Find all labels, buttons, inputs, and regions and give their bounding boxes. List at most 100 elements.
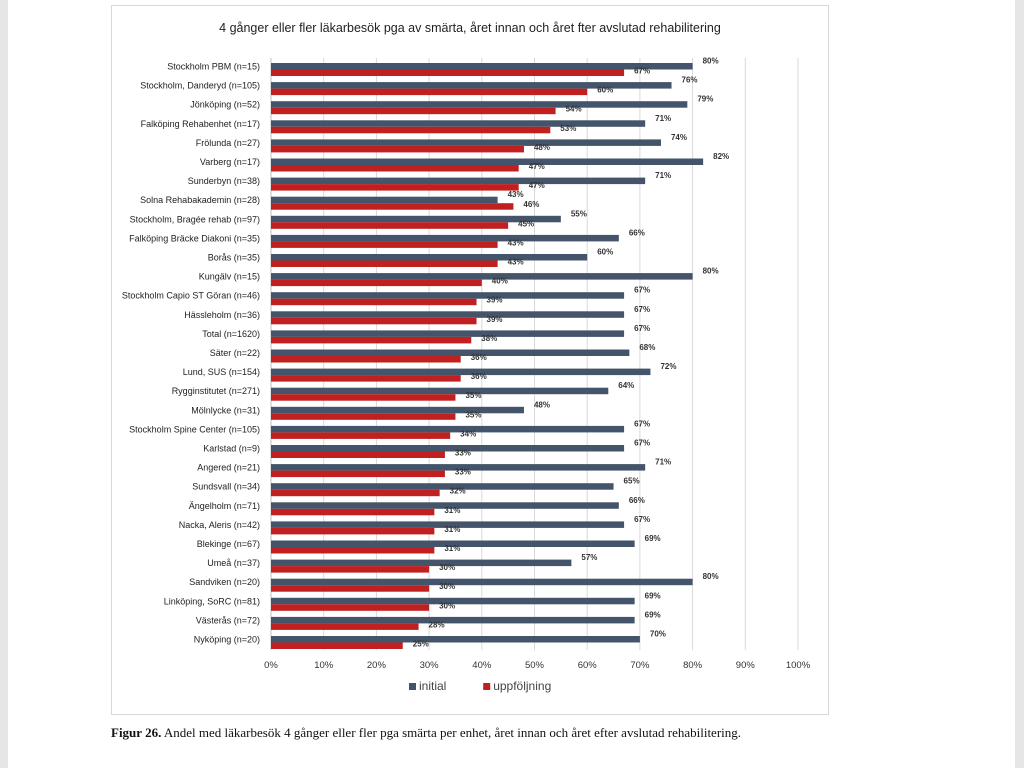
category-label: Linköping, SoRC (n=81) — [164, 596, 260, 606]
bar-uppföljning — [271, 145, 524, 153]
chart-title: 4 gånger eller fler läkarbesök pga av sm… — [219, 21, 721, 35]
data-label: 80% — [703, 267, 719, 276]
bar-uppföljning — [271, 394, 456, 401]
category-label: Varberg (n=17) — [200, 157, 260, 167]
bar-uppföljning — [271, 126, 551, 134]
bar-uppföljning — [271, 107, 556, 115]
data-label: 45% — [518, 219, 534, 228]
data-label: 60% — [597, 248, 613, 257]
data-label: 80% — [703, 57, 719, 66]
data-label: 35% — [465, 391, 481, 400]
bar-uppföljning — [271, 69, 625, 76]
data-label: 54% — [566, 105, 582, 114]
chart-frame: 4 gånger eller fler läkarbesök pga av sm… — [111, 5, 829, 715]
data-label: 31% — [444, 544, 460, 553]
category-label: Sandviken (n=20) — [189, 577, 260, 587]
bar-initial — [271, 616, 635, 624]
data-label: 38% — [481, 334, 497, 343]
bar-uppföljning — [271, 241, 498, 248]
bar-initial — [271, 483, 614, 490]
category-label: Angered (n=21) — [197, 463, 260, 473]
category-label: Ängelholm (n=71) — [189, 501, 260, 511]
category-label: Falköping Rehabenhet (n=17) — [141, 119, 260, 129]
bar-uppföljning — [271, 489, 440, 497]
data-label: 47% — [529, 162, 545, 171]
category-label: Hässleholm (n=36) — [184, 310, 260, 320]
bar-initial — [271, 101, 688, 108]
x-tick-label: 90% — [736, 660, 756, 671]
category-label: Stockholm, Bragée rehab (n=97) — [130, 214, 260, 224]
bar-initial — [271, 273, 693, 280]
data-label: 30% — [439, 582, 455, 591]
data-label: 71% — [655, 171, 671, 180]
data-label: 36% — [471, 372, 487, 381]
caption-label: Figur 26. — [111, 725, 162, 740]
data-label: 76% — [682, 76, 698, 85]
data-label: 65% — [624, 477, 640, 486]
bar-uppföljning — [271, 642, 403, 649]
bar-initial — [271, 158, 704, 165]
data-label: 67% — [634, 515, 650, 524]
data-label: 70% — [650, 630, 666, 639]
category-label: Karlstad (n=9) — [203, 444, 260, 454]
x-tick-label: 50% — [525, 660, 545, 671]
bar-initial — [271, 521, 625, 528]
bar-uppföljning — [271, 203, 514, 210]
bar-uppföljning — [271, 165, 519, 172]
x-tick-label: 0% — [264, 660, 278, 671]
bar-initial — [271, 445, 625, 452]
data-label: 82% — [713, 152, 729, 161]
data-label: 68% — [639, 343, 655, 352]
data-label: 30% — [439, 601, 455, 610]
x-tick-label: 60% — [578, 660, 598, 671]
bar-uppföljning — [271, 508, 435, 516]
data-label: 39% — [487, 296, 503, 305]
bar-initial — [271, 254, 588, 261]
bar-uppföljning — [271, 317, 477, 325]
data-label: 66% — [629, 496, 645, 505]
bar-uppföljning — [271, 470, 445, 478]
bar-initial — [271, 464, 646, 471]
bar-uppföljning — [271, 623, 419, 630]
bar-initial — [271, 196, 498, 204]
category-label: Blekinge (n=67) — [197, 539, 260, 549]
bar-initial — [271, 139, 661, 146]
bar-initial — [271, 540, 635, 547]
data-label: 43% — [508, 238, 524, 247]
bar-uppföljning — [271, 336, 472, 344]
data-label: 53% — [560, 124, 576, 133]
bar-initial — [271, 349, 630, 356]
category-label: Kungälv (n=15) — [199, 272, 260, 282]
bar-initial — [271, 387, 609, 395]
bar-uppföljning — [271, 356, 461, 363]
x-tick-label: 70% — [630, 660, 650, 671]
data-label: 67% — [634, 305, 650, 314]
legend-label: uppföljning — [493, 679, 551, 693]
data-label: 55% — [571, 209, 587, 218]
bar-initial — [271, 120, 646, 127]
bar-uppföljning — [271, 604, 430, 611]
data-label: 33% — [455, 449, 471, 458]
bar-initial — [271, 368, 651, 376]
data-label: 60% — [597, 86, 613, 95]
bar-uppföljning — [271, 527, 435, 535]
bar-initial — [271, 578, 693, 586]
category-label: Nacka, Aleris (n=42) — [179, 520, 260, 530]
data-label: 47% — [529, 181, 545, 190]
category-label: Säter (n=22) — [210, 348, 260, 358]
data-label: 66% — [629, 228, 645, 237]
bar-uppföljning — [271, 222, 509, 229]
bar-initial — [271, 636, 640, 643]
bar-initial — [271, 406, 524, 414]
data-label: 80% — [703, 572, 719, 581]
bar-initial — [271, 330, 625, 337]
data-label: 36% — [471, 353, 487, 362]
data-label: 33% — [455, 468, 471, 477]
data-label: 46% — [523, 200, 539, 209]
legend-swatch-initial — [409, 683, 416, 690]
category-label: Nyköping (n=20) — [194, 635, 260, 645]
data-label: 48% — [534, 143, 550, 152]
bar-uppföljning — [271, 260, 498, 267]
data-label: 35% — [465, 410, 481, 419]
bar-uppföljning — [271, 279, 482, 287]
